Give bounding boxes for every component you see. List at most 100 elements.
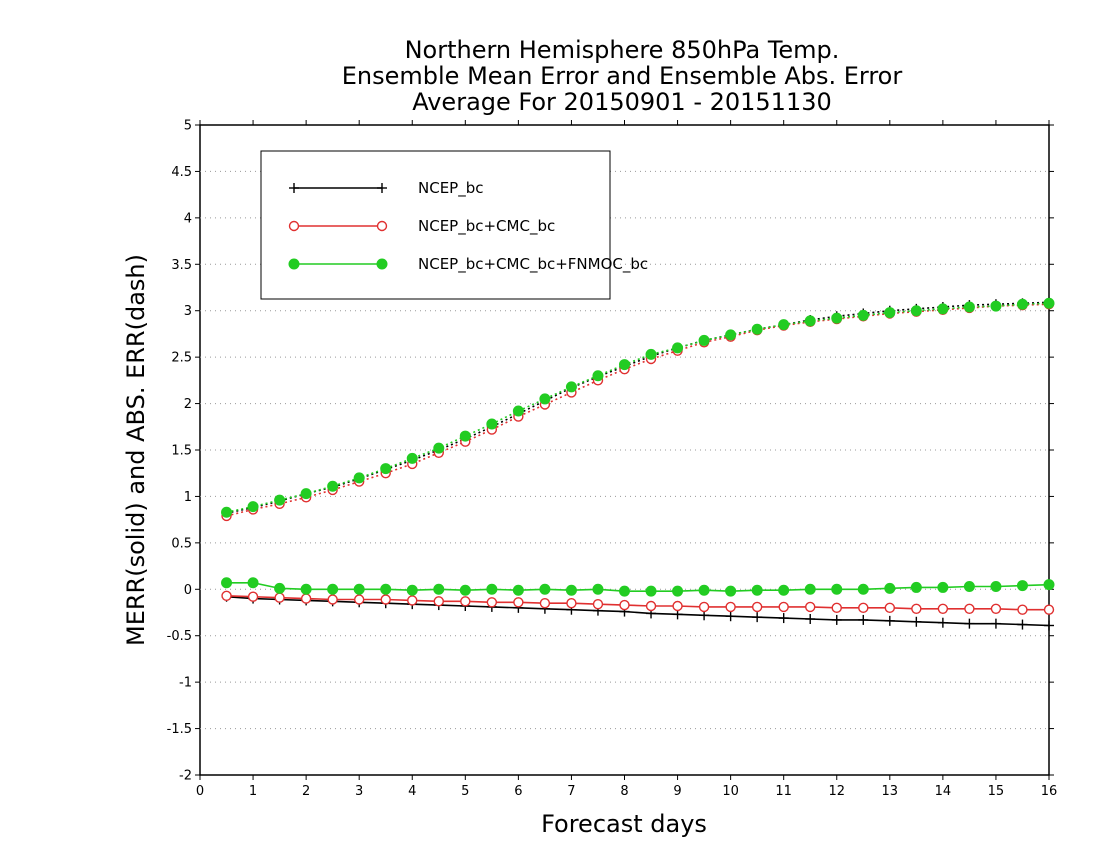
merr-point: [380, 583, 392, 595]
merr-point: [857, 583, 869, 595]
legend-item-1: NCEP_bc: [289, 179, 484, 198]
abs-err-point: [539, 393, 551, 405]
y-tick-label: -0.5: [167, 629, 192, 644]
merr-point: [645, 585, 657, 597]
merr-point: [725, 611, 736, 622]
x-tick-label: 4: [408, 784, 416, 799]
merr-point: [433, 596, 444, 607]
series-1: [221, 297, 1054, 631]
merr-point: [805, 614, 816, 624]
abs-err-point: [990, 300, 1002, 312]
y-tick-label: 2.5: [171, 351, 192, 366]
merr-point: [1017, 619, 1028, 630]
y-tick-label: 1.5: [171, 444, 192, 459]
merr-point: [459, 584, 471, 596]
merr-point: [990, 581, 1002, 592]
merr-point: [512, 584, 524, 596]
abs-err-point: [672, 342, 684, 354]
abs-err-point: [1016, 298, 1028, 310]
x-tick-label: 11: [775, 784, 792, 799]
abs-err-point: [486, 418, 498, 430]
abs-err-point: [857, 309, 869, 321]
merr-point: [910, 581, 922, 593]
legend-marker-right: [377, 183, 387, 193]
merr-point: [672, 600, 683, 612]
merr-point: [1044, 620, 1054, 631]
merr-point: [911, 616, 922, 627]
y-tick-label: 0: [184, 583, 192, 598]
x-tick-label: 1: [249, 784, 257, 799]
x-tick-label: 0: [196, 784, 204, 799]
x-tick-label: 8: [620, 784, 628, 799]
series-layer: [221, 297, 1055, 631]
x-tick-label: 12: [828, 784, 845, 799]
y-tick-label: 4: [184, 211, 192, 226]
series-3: [221, 297, 1055, 597]
merr-point: [672, 585, 684, 597]
merr-point: [751, 601, 763, 613]
chart-title-line-2: Ensemble Mean Error and Ensemble Abs. Er…: [342, 62, 903, 90]
merr-point: [433, 583, 445, 595]
abs-err-point: [433, 442, 445, 454]
x-tick-label: 6: [514, 784, 522, 799]
abs-err-point: [247, 501, 259, 513]
x-tick-label: 15: [988, 784, 1005, 799]
x-tick-label: 14: [935, 784, 952, 799]
merr-point: [964, 603, 975, 614]
chart-title: Northern Hemisphere 850hPa Temp. Ensembl…: [342, 36, 903, 116]
merr-point: [1043, 579, 1055, 591]
merr-point: [884, 602, 896, 614]
abs-err-point: [300, 488, 312, 500]
y-tick-label: -1.5: [167, 722, 192, 737]
series-abs-err-line: [226, 301, 1050, 514]
merr-point: [274, 582, 286, 594]
merr-point: [247, 591, 259, 602]
merr-point: [831, 614, 842, 625]
merr-point: [805, 601, 816, 613]
merr-point: [460, 596, 471, 607]
y-tick-label: 3: [184, 304, 192, 319]
merr-point: [858, 602, 869, 614]
legend-box: [260, 150, 611, 300]
legend-marker-left: [288, 258, 300, 270]
merr-point: [911, 603, 922, 614]
series-merr-line: [226, 581, 1050, 592]
abs-err-point: [725, 329, 737, 341]
series-2: [221, 299, 1055, 615]
merr-point: [300, 593, 312, 604]
legend-marker-right: [376, 220, 388, 232]
merr-point: [778, 584, 790, 596]
merr-point: [353, 583, 365, 595]
merr-point: [1043, 604, 1055, 615]
x-axis-ticks: 0 1 2 3 4 5 6 7 8 9 10 11 12 13 14 15 16: [196, 120, 1057, 799]
series-abs-err-line: [226, 302, 1050, 513]
legend-label: NCEP_bc: [418, 179, 484, 198]
merr-point: [804, 583, 816, 595]
merr-point: [778, 613, 789, 624]
x-tick-label: 5: [461, 784, 469, 799]
legend-marker-left: [289, 183, 299, 193]
chart-title-line-1: Northern Hemisphere 850hPa Temp.: [405, 36, 840, 64]
merr-point: [221, 577, 233, 589]
merr-point: [751, 584, 763, 596]
merr-point: [831, 583, 843, 595]
y-tick-label: 2: [184, 397, 192, 412]
y-tick-label: -2: [179, 769, 192, 784]
legend-items: NCEP_bc NCEP_bc+CMC_bc NCEP_bc+CMC_bc+FNMO…: [288, 179, 648, 274]
merr-point: [592, 598, 604, 610]
abs-err-point: [406, 452, 418, 464]
merr-point: [274, 592, 285, 603]
merr-point: [964, 618, 975, 629]
abs-err-point: [459, 430, 471, 442]
x-tick-label: 16: [1041, 784, 1058, 799]
abs-err-point: [698, 334, 710, 346]
abs-err-point: [327, 480, 339, 492]
merr-point: [221, 590, 232, 601]
merr-point: [698, 601, 710, 613]
legend-marker-left: [288, 220, 300, 232]
abs-err-point: [619, 359, 630, 371]
merr-point: [990, 618, 1001, 629]
merr-point: [566, 598, 577, 609]
abs-err-point: [831, 312, 843, 324]
merr-point: [698, 584, 710, 596]
